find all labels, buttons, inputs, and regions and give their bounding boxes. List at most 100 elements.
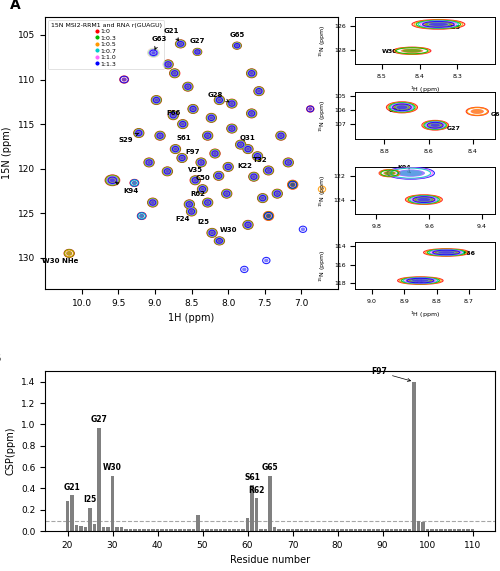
Ellipse shape: [166, 63, 170, 66]
Ellipse shape: [172, 146, 178, 152]
Bar: [318, 529, 322, 531]
Ellipse shape: [154, 98, 158, 102]
Ellipse shape: [174, 147, 178, 151]
Ellipse shape: [435, 251, 458, 254]
Ellipse shape: [180, 122, 185, 126]
Ellipse shape: [242, 268, 246, 271]
Text: G21: G21: [164, 27, 180, 41]
Ellipse shape: [238, 143, 242, 146]
Ellipse shape: [195, 50, 200, 54]
Ellipse shape: [205, 134, 210, 138]
Ellipse shape: [246, 147, 250, 151]
Y-axis label: $^{15}$N (ppm): $^{15}$N (ppm): [318, 24, 328, 57]
Ellipse shape: [199, 160, 203, 164]
Ellipse shape: [216, 239, 222, 243]
Ellipse shape: [226, 165, 230, 169]
Bar: [84, 527, 87, 531]
Ellipse shape: [164, 169, 170, 174]
Ellipse shape: [432, 250, 460, 255]
Ellipse shape: [408, 279, 433, 283]
Ellipse shape: [290, 183, 296, 187]
Bar: [254, 498, 258, 531]
Ellipse shape: [216, 98, 222, 103]
Ellipse shape: [256, 89, 262, 94]
Ellipse shape: [198, 160, 204, 165]
Ellipse shape: [165, 170, 170, 174]
Ellipse shape: [226, 164, 231, 170]
Ellipse shape: [224, 191, 230, 196]
Ellipse shape: [238, 142, 244, 147]
Ellipse shape: [266, 168, 272, 173]
Ellipse shape: [429, 123, 441, 127]
Y-axis label: 15N (ppm): 15N (ppm): [2, 127, 12, 179]
Ellipse shape: [190, 210, 194, 214]
Text: W30: W30: [220, 227, 237, 233]
Ellipse shape: [164, 168, 170, 174]
Bar: [326, 529, 330, 531]
Ellipse shape: [150, 200, 155, 204]
Ellipse shape: [180, 122, 186, 127]
Bar: [277, 529, 281, 531]
Ellipse shape: [216, 174, 221, 178]
Ellipse shape: [166, 62, 170, 66]
Ellipse shape: [150, 200, 156, 205]
Ellipse shape: [254, 154, 260, 159]
Ellipse shape: [193, 179, 198, 182]
Ellipse shape: [209, 230, 215, 236]
Bar: [115, 527, 119, 531]
Ellipse shape: [217, 98, 222, 102]
Ellipse shape: [196, 50, 200, 54]
Bar: [210, 529, 214, 531]
Bar: [196, 515, 200, 531]
Bar: [308, 529, 312, 531]
Ellipse shape: [250, 111, 254, 115]
Ellipse shape: [192, 178, 198, 183]
Bar: [434, 529, 438, 531]
Bar: [385, 529, 389, 531]
Text: I25: I25: [450, 25, 461, 30]
Bar: [169, 529, 173, 531]
Bar: [462, 529, 466, 531]
Text: T32: T32: [252, 157, 267, 163]
Ellipse shape: [286, 160, 290, 164]
Bar: [151, 529, 155, 531]
Bar: [272, 527, 276, 531]
Ellipse shape: [250, 71, 254, 75]
Ellipse shape: [172, 71, 177, 75]
Bar: [241, 529, 245, 531]
Ellipse shape: [147, 161, 151, 164]
Ellipse shape: [260, 196, 264, 200]
Ellipse shape: [229, 126, 234, 131]
Bar: [466, 529, 470, 531]
Ellipse shape: [187, 202, 192, 206]
Ellipse shape: [430, 123, 440, 127]
Ellipse shape: [218, 98, 221, 102]
Ellipse shape: [256, 89, 262, 94]
Ellipse shape: [230, 127, 234, 130]
Ellipse shape: [166, 170, 169, 173]
Bar: [313, 529, 317, 531]
Ellipse shape: [192, 178, 198, 183]
Bar: [403, 529, 407, 531]
Bar: [236, 529, 240, 531]
Ellipse shape: [154, 98, 160, 103]
Bar: [156, 529, 160, 531]
Ellipse shape: [66, 251, 72, 256]
Ellipse shape: [194, 179, 197, 182]
Ellipse shape: [470, 109, 484, 114]
Ellipse shape: [248, 71, 254, 76]
Bar: [133, 529, 137, 531]
Ellipse shape: [216, 174, 221, 178]
Text: V35: V35: [188, 167, 202, 172]
Ellipse shape: [239, 143, 242, 146]
Bar: [232, 529, 236, 531]
Ellipse shape: [108, 178, 116, 183]
Ellipse shape: [275, 192, 280, 196]
Ellipse shape: [266, 169, 270, 172]
Ellipse shape: [384, 171, 396, 175]
Ellipse shape: [180, 156, 184, 160]
Ellipse shape: [172, 71, 178, 75]
Ellipse shape: [192, 178, 198, 183]
Ellipse shape: [212, 151, 218, 156]
Bar: [421, 522, 425, 531]
